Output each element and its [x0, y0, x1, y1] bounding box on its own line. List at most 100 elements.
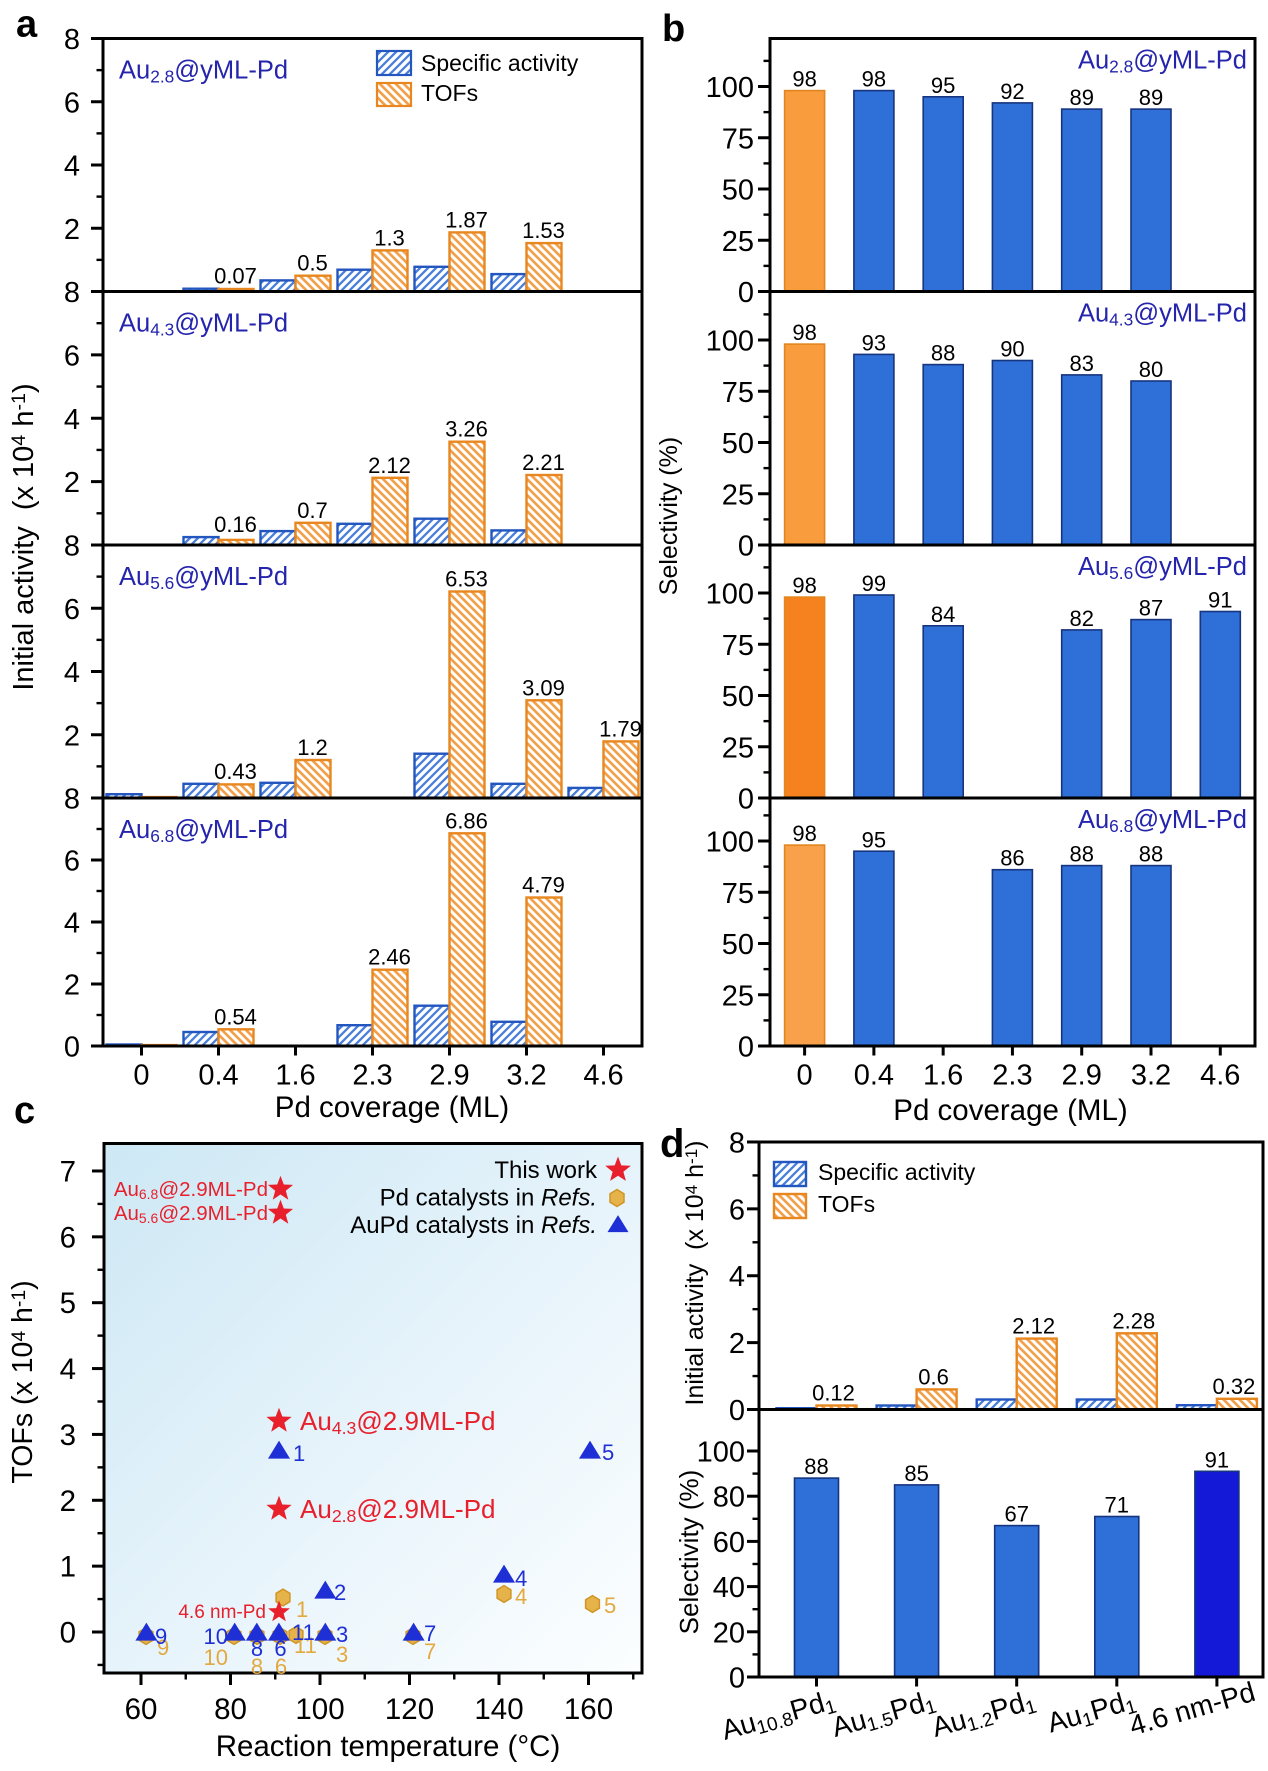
- svg-text:TOFs: TOFs: [818, 1191, 875, 1217]
- svg-text:4: 4: [64, 908, 80, 940]
- svg-text:6: 6: [64, 594, 80, 626]
- svg-text:4.6: 4.6: [1200, 1060, 1240, 1092]
- svg-text:88: 88: [931, 341, 955, 366]
- svg-text:9: 9: [157, 1635, 169, 1660]
- svg-text:8: 8: [64, 24, 80, 56]
- svg-text:98: 98: [862, 67, 886, 92]
- svg-text:25: 25: [722, 732, 754, 764]
- svg-text:3: 3: [336, 1622, 348, 1647]
- svg-text:0.12: 0.12: [812, 1380, 855, 1405]
- svg-text:6: 6: [64, 340, 80, 372]
- svg-text:89: 89: [1139, 85, 1163, 110]
- svg-text:160: 160: [564, 1693, 613, 1726]
- svg-text:100: 100: [697, 1437, 745, 1469]
- svg-text:8: 8: [64, 277, 80, 309]
- svg-text:1.6: 1.6: [923, 1060, 963, 1092]
- svg-text:0.32: 0.32: [1212, 1374, 1255, 1399]
- svg-text:25: 25: [722, 980, 754, 1012]
- svg-text:95: 95: [931, 73, 955, 98]
- svg-text:75: 75: [722, 630, 754, 662]
- svg-text:1: 1: [296, 1597, 308, 1622]
- svg-text:2.12: 2.12: [368, 453, 411, 478]
- svg-text:0: 0: [729, 1395, 745, 1427]
- svg-text:20: 20: [713, 1617, 745, 1649]
- svg-text:7: 7: [424, 1621, 436, 1646]
- svg-text:Au5.6@yML-Pd: Au5.6@yML-Pd: [119, 563, 288, 593]
- svg-text:2.28: 2.28: [1112, 1308, 1155, 1333]
- svg-text:Au2.8@yML-Pd: Au2.8@yML-Pd: [119, 57, 288, 87]
- svg-text:3.09: 3.09: [522, 675, 565, 700]
- svg-text:1.6: 1.6: [275, 1060, 315, 1092]
- svg-text:50: 50: [722, 428, 754, 460]
- svg-text:Initial activity (x 104 h-1): Initial activity (x 104 h-1): [8, 383, 40, 690]
- svg-text:67: 67: [1004, 1502, 1028, 1527]
- svg-text:4: 4: [515, 1566, 527, 1591]
- svg-text:90: 90: [1000, 337, 1024, 362]
- svg-text:95: 95: [862, 827, 886, 852]
- svg-text:0: 0: [60, 1617, 76, 1650]
- svg-text:98: 98: [792, 67, 816, 92]
- svg-text:AuPd catalysts in Refs.: AuPd catalysts in Refs.: [350, 1212, 597, 1239]
- svg-text:0: 0: [797, 1060, 813, 1092]
- svg-text:4.79: 4.79: [522, 873, 565, 898]
- svg-text:82: 82: [1069, 606, 1093, 631]
- svg-text:2: 2: [64, 970, 80, 1002]
- svg-text:Au4.3@yML-Pd: Au4.3@yML-Pd: [119, 310, 288, 340]
- svg-text:6: 6: [274, 1636, 286, 1661]
- svg-text:6: 6: [729, 1194, 745, 1226]
- svg-text:Au5.6@yML-Pd: Au5.6@yML-Pd: [1078, 553, 1247, 583]
- svg-text:75: 75: [722, 123, 754, 155]
- svg-text:3: 3: [336, 1642, 348, 1667]
- svg-text:140: 140: [474, 1693, 523, 1726]
- svg-text:2.12: 2.12: [1012, 1314, 1055, 1339]
- svg-text:a: a: [16, 4, 38, 46]
- svg-text:d: d: [660, 1122, 684, 1166]
- svg-text:Au2.8@2.9ML-Pd: Au2.8@2.9ML-Pd: [300, 1494, 496, 1526]
- svg-text:3: 3: [60, 1419, 76, 1452]
- svg-text:0: 0: [738, 1032, 754, 1064]
- svg-text:This work: This work: [494, 1157, 598, 1184]
- svg-text:Initial activity (x 104 h-1): Initial activity (x 104 h-1): [681, 1141, 709, 1406]
- svg-text:8: 8: [251, 1636, 263, 1661]
- svg-text:71: 71: [1105, 1493, 1129, 1518]
- svg-text:4: 4: [729, 1261, 745, 1293]
- svg-text:0.6: 0.6: [918, 1364, 949, 1389]
- svg-text:86: 86: [1000, 846, 1024, 871]
- svg-text:Au4.3@yML-Pd: Au4.3@yML-Pd: [1078, 300, 1247, 330]
- svg-text:11: 11: [294, 1633, 317, 1658]
- svg-text:8: 8: [251, 1654, 263, 1679]
- svg-text:Pd coverage (ML): Pd coverage (ML): [275, 1091, 509, 1124]
- svg-text:2.21: 2.21: [522, 450, 565, 475]
- svg-text:84: 84: [931, 602, 955, 627]
- svg-text:100: 100: [706, 326, 754, 358]
- svg-text:2: 2: [729, 1328, 745, 1360]
- svg-text:92: 92: [1000, 79, 1024, 104]
- svg-text:0: 0: [729, 1663, 745, 1695]
- svg-text:Au6.8@yML-Pd: Au6.8@yML-Pd: [1078, 806, 1247, 836]
- svg-text:6: 6: [64, 846, 80, 878]
- svg-text:0: 0: [738, 277, 754, 309]
- svg-text:2.3: 2.3: [992, 1060, 1032, 1092]
- svg-text:Selectivity (%): Selectivity (%): [674, 1470, 704, 1635]
- svg-text:6.53: 6.53: [445, 566, 488, 591]
- svg-text:2.46: 2.46: [368, 945, 411, 970]
- svg-text:0.43: 0.43: [214, 759, 257, 784]
- svg-text:100: 100: [295, 1693, 344, 1726]
- svg-text:6: 6: [275, 1654, 287, 1679]
- svg-text:1.2: 1.2: [297, 735, 328, 760]
- svg-text:6: 6: [60, 1221, 76, 1254]
- svg-text:11: 11: [292, 1620, 315, 1645]
- svg-text:Pd catalysts in Refs.: Pd catalysts in Refs.: [380, 1185, 597, 1212]
- svg-text:1.3: 1.3: [374, 225, 405, 250]
- svg-text:5: 5: [60, 1287, 76, 1320]
- svg-text:120: 120: [385, 1693, 434, 1726]
- svg-text:100: 100: [706, 827, 754, 859]
- svg-text:87: 87: [1139, 596, 1163, 621]
- svg-text:8: 8: [64, 531, 80, 563]
- svg-text:98: 98: [792, 573, 816, 598]
- svg-text:0: 0: [738, 784, 754, 816]
- svg-text:93: 93: [862, 330, 886, 355]
- svg-text:Selectivity (%): Selectivity (%): [655, 437, 683, 595]
- svg-text:0.54: 0.54: [214, 1004, 257, 1029]
- svg-text:Au5.6@2.9ML-Pd: Au5.6@2.9ML-Pd: [114, 1202, 268, 1226]
